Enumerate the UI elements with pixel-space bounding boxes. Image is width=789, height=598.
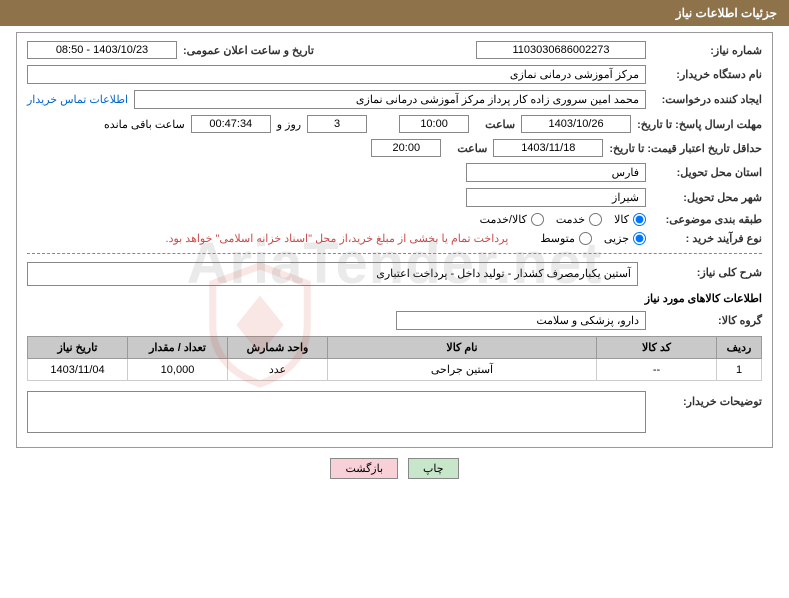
row-province: استان محل تحویل: فارس [27, 163, 762, 182]
row-validity: حداقل تاریخ اعتبار قیمت: تا تاریخ: 1403/… [27, 139, 762, 157]
row-city: شهر محل تحویل: شیراز [27, 188, 762, 207]
radio-both[interactable]: کالا/خدمت [480, 213, 544, 226]
days-value: 3 [307, 115, 367, 133]
radio-goods-input[interactable] [633, 213, 646, 226]
city-value: شیراز [466, 188, 646, 207]
radio-both-label: کالا/خدمت [480, 213, 527, 226]
deadline-time-label: ساعت [475, 118, 515, 131]
validity-time-value: 20:00 [371, 139, 441, 157]
radio-medium[interactable]: متوسط [540, 232, 592, 245]
print-button[interactable]: چاپ [408, 458, 459, 479]
page-header: جزئیات اطلاعات نیاز [0, 0, 789, 26]
province-label: استان محل تحویل: [652, 166, 762, 179]
td-unit: عدد [228, 359, 328, 381]
radio-goods[interactable]: کالا [614, 213, 646, 226]
td-date: 1403/11/04 [28, 359, 128, 381]
need-number-label: شماره نیاز: [652, 44, 762, 57]
category-label: طبقه بندی موضوعی: [652, 213, 762, 226]
goods-group-label: گروه کالا: [652, 314, 762, 327]
buyer-notes-label: توضیحات خریدار: [652, 391, 762, 408]
need-number-value: 1103030686002273 [476, 41, 646, 59]
validity-time-label: ساعت [447, 142, 487, 155]
province-value: فارس [466, 163, 646, 182]
announce-value: 1403/10/23 - 08:50 [27, 41, 177, 59]
goods-info-title: اطلاعات کالاهای مورد نیاز [27, 292, 762, 305]
th-name: نام کالا [328, 337, 597, 359]
requester-label: ایجاد کننده درخواست: [652, 93, 762, 106]
td-qty: 10,000 [128, 359, 228, 381]
buyer-notes-box [27, 391, 646, 433]
row-buyer-org: نام دستگاه خریدار: مرکز آموزشی درمانی نم… [27, 65, 762, 84]
back-button[interactable]: بازگشت [330, 458, 398, 479]
deadline-date-value: 1403/10/26 [521, 115, 631, 133]
row-goods-group: گروه کالا: دارو، پزشکی و سلامت [27, 311, 762, 330]
announce-label: تاریخ و ساعت اعلان عمومی: [183, 44, 314, 57]
table-header-row: ردیف کد کالا نام کالا واحد شمارش تعداد /… [28, 337, 762, 359]
radio-service-label: خدمت [556, 213, 585, 226]
divider-1 [27, 253, 762, 254]
remaining-label: ساعت باقی مانده [104, 118, 185, 131]
goods-group-value: دارو، پزشکی و سلامت [396, 311, 646, 330]
radio-goods-label: کالا [614, 213, 629, 226]
td-row: 1 [717, 359, 762, 381]
row-category: طبقه بندی موضوعی: کالا خدمت کالا/خدمت [27, 213, 762, 226]
need-desc-label: شرح کلی نیاز: [652, 262, 762, 279]
purchase-type-label: نوع فرآیند خرید : [652, 232, 762, 245]
purchase-note: پرداخت تمام یا بخشی از مبلغ خرید،از محل … [166, 232, 509, 245]
requester-value: محمد امین سروری زاده کار پرداز مرکز آموز… [134, 90, 646, 109]
goods-table: ردیف کد کالا نام کالا واحد شمارش تعداد /… [27, 336, 762, 381]
radio-partial[interactable]: جزیی [604, 232, 646, 245]
row-purchase-type: نوع فرآیند خرید : جزیی متوسط پرداخت تمام… [27, 232, 762, 245]
page-title: جزئیات اطلاعات نیاز [676, 6, 777, 20]
action-buttons: چاپ بازگشت [0, 458, 789, 479]
row-buyer-notes: توضیحات خریدار: [27, 391, 762, 433]
deadline-time-value: 10:00 [399, 115, 469, 133]
validity-date-value: 1403/11/18 [493, 139, 603, 157]
radio-partial-input[interactable] [633, 232, 646, 245]
validity-label: حداقل تاریخ اعتبار قیمت: تا تاریخ: [609, 142, 762, 155]
need-desc-value: آستین یکبارمصرف کشدار - تولید داخل - پرد… [27, 262, 638, 286]
buyer-org-label: نام دستگاه خریدار: [652, 68, 762, 81]
td-name: آستین جراحی [328, 359, 597, 381]
radio-both-input[interactable] [531, 213, 544, 226]
radio-service[interactable]: خدمت [556, 213, 602, 226]
radio-medium-label: متوسط [540, 232, 575, 245]
countdown-value: 00:47:34 [191, 115, 271, 133]
radio-medium-input[interactable] [579, 232, 592, 245]
days-and-label: روز و [277, 118, 301, 131]
th-unit: واحد شمارش [228, 337, 328, 359]
td-code: -- [597, 359, 717, 381]
radio-service-input[interactable] [589, 213, 602, 226]
th-date: تاریخ نیاز [28, 337, 128, 359]
deadline-label: مهلت ارسال پاسخ: تا تاریخ: [637, 118, 762, 131]
th-code: کد کالا [597, 337, 717, 359]
th-row: ردیف [717, 337, 762, 359]
row-need-number: شماره نیاز: 1103030686002273 تاریخ و ساع… [27, 41, 762, 59]
details-panel: شماره نیاز: 1103030686002273 تاریخ و ساع… [16, 32, 773, 448]
buyer-contact-link[interactable]: اطلاعات تماس خریدار [27, 93, 128, 106]
city-label: شهر محل تحویل: [652, 191, 762, 204]
row-need-desc: شرح کلی نیاز: آستین یکبارمصرف کشدار - تو… [27, 262, 762, 286]
row-deadline: مهلت ارسال پاسخ: تا تاریخ: 1403/10/26 سا… [27, 115, 762, 133]
th-qty: تعداد / مقدار [128, 337, 228, 359]
radio-partial-label: جزیی [604, 232, 629, 245]
buyer-org-value: مرکز آموزشی درمانی نمازی [27, 65, 646, 84]
row-requester: ایجاد کننده درخواست: محمد امین سروری زاد… [27, 90, 762, 109]
purchase-type-radio-group: جزیی متوسط [540, 232, 646, 245]
table-row: 1 -- آستین جراحی عدد 10,000 1403/11/04 [28, 359, 762, 381]
category-radio-group: کالا خدمت کالا/خدمت [480, 213, 646, 226]
